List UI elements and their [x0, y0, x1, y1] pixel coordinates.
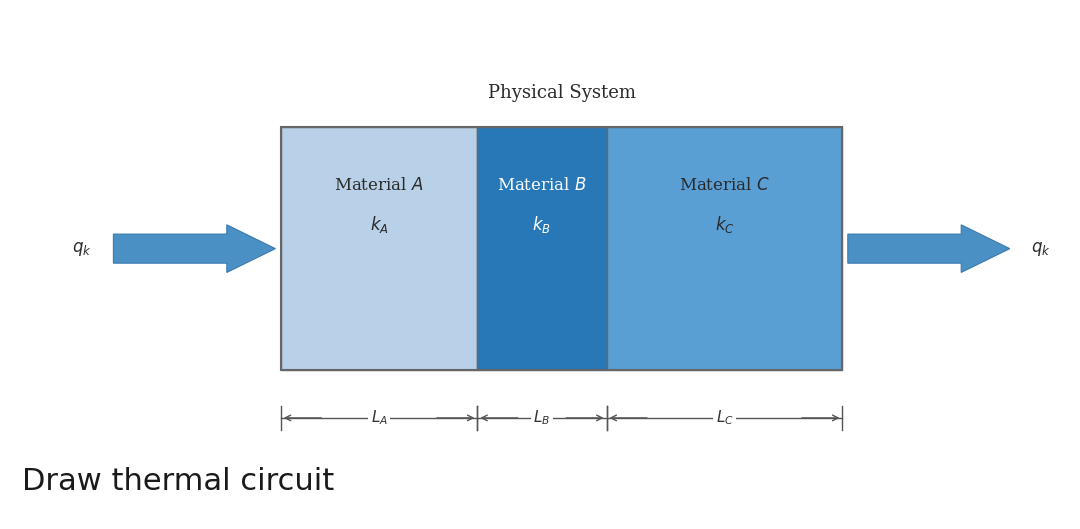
Text: $k_C$: $k_C$	[715, 214, 734, 235]
Text: $L_A$: $L_A$	[370, 408, 388, 427]
Text: $k_B$: $k_B$	[532, 214, 552, 235]
Text: Draw thermal circuit: Draw thermal circuit	[22, 467, 334, 496]
Text: Material $A$: Material $A$	[335, 177, 423, 194]
Bar	[477, 127, 607, 370]
Text: $q_k$: $q_k$	[72, 240, 92, 258]
Bar	[281, 127, 842, 370]
Polygon shape	[113, 225, 275, 272]
Text: $L_C$: $L_C$	[716, 408, 733, 427]
Polygon shape	[848, 225, 1010, 272]
Text: $q_k$: $q_k$	[1031, 240, 1051, 258]
Text: Material $C$: Material $C$	[679, 177, 770, 194]
Bar	[281, 127, 477, 370]
Text: $L_B$: $L_B$	[534, 408, 551, 427]
Bar	[607, 127, 842, 370]
Text: Material $B$: Material $B$	[497, 177, 586, 194]
Text: Physical System: Physical System	[487, 84, 636, 102]
Text: $k_A$: $k_A$	[369, 214, 389, 235]
